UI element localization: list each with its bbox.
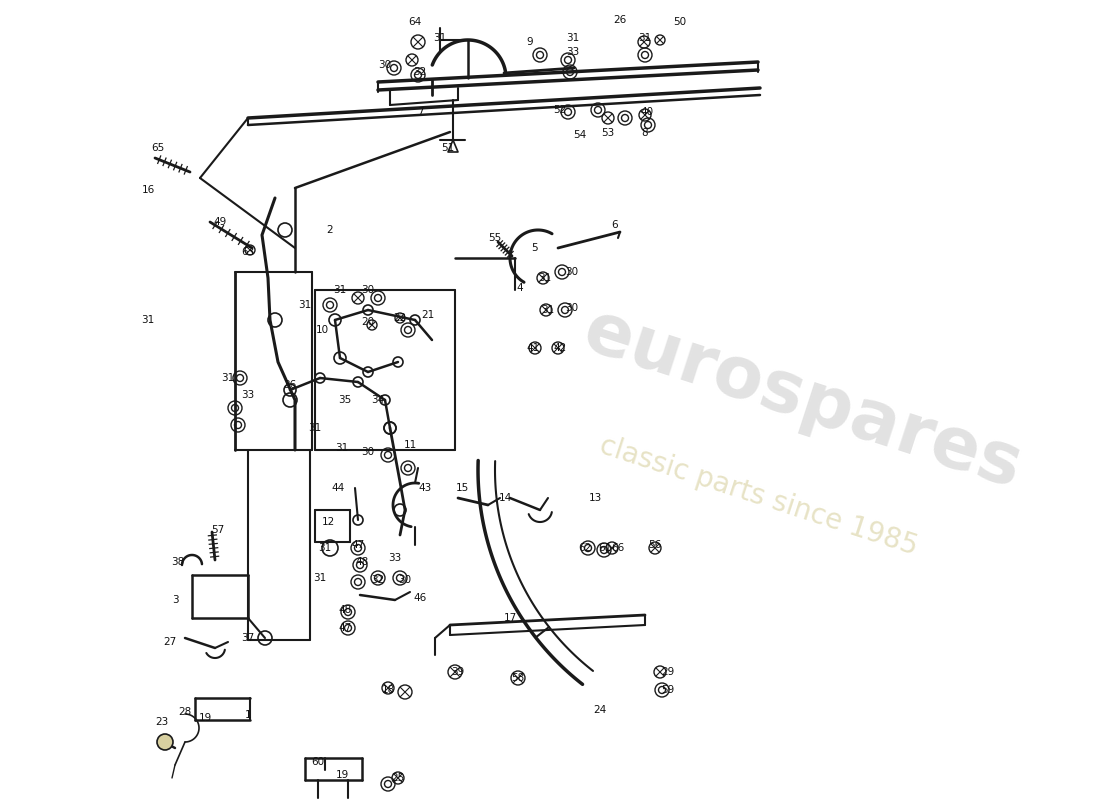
Text: 33: 33 bbox=[566, 47, 580, 57]
Text: 50: 50 bbox=[673, 17, 686, 27]
Text: 48: 48 bbox=[339, 605, 352, 615]
Text: 33: 33 bbox=[241, 390, 254, 400]
Text: 30: 30 bbox=[362, 447, 375, 457]
Text: 18: 18 bbox=[382, 685, 395, 695]
Text: 13: 13 bbox=[588, 493, 602, 503]
Text: 65: 65 bbox=[152, 143, 165, 153]
Text: 52: 52 bbox=[553, 105, 566, 115]
Text: 1: 1 bbox=[244, 710, 251, 720]
Text: 24: 24 bbox=[593, 705, 606, 715]
Text: 8: 8 bbox=[641, 128, 648, 138]
Text: 10: 10 bbox=[316, 325, 329, 335]
Text: 2: 2 bbox=[327, 225, 333, 235]
Text: 31: 31 bbox=[566, 33, 580, 43]
Text: 54: 54 bbox=[573, 130, 586, 140]
Text: 17: 17 bbox=[504, 613, 517, 623]
Text: 25: 25 bbox=[392, 773, 405, 783]
Text: 31: 31 bbox=[333, 285, 346, 295]
Text: 40: 40 bbox=[640, 107, 653, 117]
Text: 3: 3 bbox=[172, 595, 178, 605]
Text: 36: 36 bbox=[284, 380, 297, 390]
Text: 31: 31 bbox=[433, 33, 447, 43]
Text: 51: 51 bbox=[441, 143, 454, 153]
Text: 31: 31 bbox=[318, 543, 331, 553]
Text: 47: 47 bbox=[339, 623, 352, 633]
Text: 20: 20 bbox=[362, 317, 375, 327]
Text: 15: 15 bbox=[455, 483, 469, 493]
Text: 30: 30 bbox=[378, 60, 392, 70]
Text: 35: 35 bbox=[339, 395, 352, 405]
Text: 31: 31 bbox=[221, 373, 234, 383]
Text: 62: 62 bbox=[579, 543, 592, 553]
Text: 6: 6 bbox=[612, 220, 618, 230]
Text: 59: 59 bbox=[661, 685, 674, 695]
Text: 28: 28 bbox=[178, 707, 191, 717]
Text: 19: 19 bbox=[198, 713, 211, 723]
Text: 53: 53 bbox=[602, 128, 615, 138]
Text: 21: 21 bbox=[421, 310, 434, 320]
Text: 42: 42 bbox=[553, 343, 566, 353]
Text: 31: 31 bbox=[314, 573, 327, 583]
Text: 47: 47 bbox=[351, 540, 364, 550]
Text: 58: 58 bbox=[512, 673, 525, 683]
Text: 56: 56 bbox=[648, 540, 661, 550]
Text: 30: 30 bbox=[565, 267, 579, 277]
Text: 32: 32 bbox=[414, 67, 427, 77]
Text: 14: 14 bbox=[498, 493, 512, 503]
Text: 4: 4 bbox=[517, 283, 524, 293]
Text: 30: 30 bbox=[565, 303, 579, 313]
Text: 31: 31 bbox=[336, 443, 349, 453]
Text: 30: 30 bbox=[362, 285, 375, 295]
Text: 16: 16 bbox=[142, 185, 155, 195]
Text: 11: 11 bbox=[404, 440, 417, 450]
Text: 27: 27 bbox=[164, 637, 177, 647]
Text: 44: 44 bbox=[331, 483, 344, 493]
Text: 31: 31 bbox=[308, 423, 321, 433]
Text: 19: 19 bbox=[336, 770, 349, 780]
Text: 37: 37 bbox=[241, 633, 254, 643]
Text: 66: 66 bbox=[612, 543, 625, 553]
Text: 31: 31 bbox=[638, 33, 651, 43]
Text: 55: 55 bbox=[488, 233, 502, 243]
Text: 43: 43 bbox=[418, 483, 431, 493]
Text: 39: 39 bbox=[451, 667, 464, 677]
Text: 49: 49 bbox=[213, 217, 227, 227]
Text: 33: 33 bbox=[388, 553, 401, 563]
Text: 64: 64 bbox=[408, 17, 421, 27]
Text: 7: 7 bbox=[417, 107, 424, 117]
Circle shape bbox=[157, 734, 173, 750]
Text: classic parts since 1985: classic parts since 1985 bbox=[596, 431, 922, 561]
Text: 31: 31 bbox=[541, 305, 554, 315]
Text: 31: 31 bbox=[538, 273, 551, 283]
Text: 60: 60 bbox=[311, 757, 324, 767]
Text: 41: 41 bbox=[527, 343, 540, 353]
Text: 31: 31 bbox=[142, 315, 155, 325]
Text: 29: 29 bbox=[661, 667, 674, 677]
Text: 30: 30 bbox=[398, 575, 411, 585]
Text: 26: 26 bbox=[614, 15, 627, 25]
Text: eurospares: eurospares bbox=[575, 297, 1031, 503]
Text: 5: 5 bbox=[531, 243, 538, 253]
Text: 61: 61 bbox=[598, 543, 612, 553]
Text: 48: 48 bbox=[355, 557, 368, 567]
Text: 22: 22 bbox=[394, 313, 407, 323]
Text: 9: 9 bbox=[527, 37, 534, 47]
Text: 31: 31 bbox=[298, 300, 311, 310]
Text: 23: 23 bbox=[155, 717, 168, 727]
Text: 57: 57 bbox=[211, 525, 224, 535]
Text: 34: 34 bbox=[372, 395, 385, 405]
Text: 32: 32 bbox=[372, 575, 385, 585]
Text: 46: 46 bbox=[414, 593, 427, 603]
Text: 38: 38 bbox=[172, 557, 185, 567]
Text: 63: 63 bbox=[241, 247, 254, 257]
Text: 12: 12 bbox=[321, 517, 334, 527]
